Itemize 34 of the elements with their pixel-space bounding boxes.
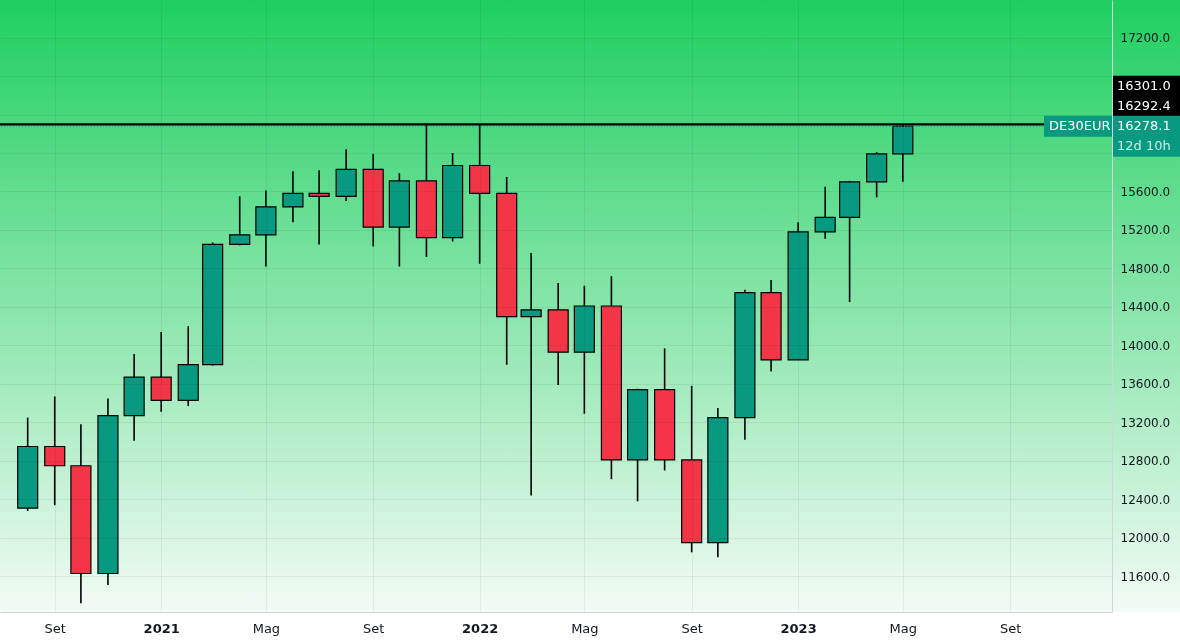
candlestick <box>150 331 172 413</box>
y-tick-label: 15600.0 <box>1120 184 1171 199</box>
x-tick-label: Set <box>999 620 1022 636</box>
text: 12d 10h <box>1117 138 1171 154</box>
x-tick-label: 2023 <box>780 620 817 636</box>
x-tick-label: Mag <box>252 620 281 636</box>
y-tick-label: 15200.0 <box>1120 223 1171 238</box>
y-tick-label: 17200.0 <box>1120 31 1171 46</box>
x-tick-label: 2021 <box>143 620 180 636</box>
candlestick <box>229 195 251 247</box>
y-tick-label: 11600.0 <box>1120 569 1171 584</box>
y-tick-label: 12400.0 <box>1120 492 1171 507</box>
y-tick-label: 14400.0 <box>1120 300 1171 315</box>
x-tick-label: Set <box>44 620 66 636</box>
ref-line-label: 16278.1 <box>1117 118 1171 134</box>
y-tick-label: 14000.0 <box>1120 338 1171 353</box>
y-tick-label: 14800.0 <box>1120 261 1171 276</box>
y-tick-label: 13200.0 <box>1120 415 1171 430</box>
annotation: DE30EUR <box>1049 118 1111 134</box>
candlestick <box>282 170 304 224</box>
x-tick-label: Mag <box>889 620 918 636</box>
ref-line-label: 16301.0 <box>1117 78 1171 94</box>
y-tick-label: 13600.0 <box>1120 377 1171 392</box>
candlestick <box>520 252 542 497</box>
x-tick-label: 2022 <box>462 620 499 636</box>
x-tick-label: Set <box>681 620 703 636</box>
candlestick <box>44 395 66 506</box>
candlestick <box>308 169 330 246</box>
ref-line-label: 16292.4 <box>1117 98 1171 114</box>
x-tick-label: Mag <box>571 620 599 636</box>
y-tick-label: 12800.0 <box>1120 454 1171 469</box>
x-tick-label: Set <box>363 620 385 636</box>
y-tick-label: 12000.0 <box>1120 531 1171 546</box>
candlestick <box>814 185 836 240</box>
